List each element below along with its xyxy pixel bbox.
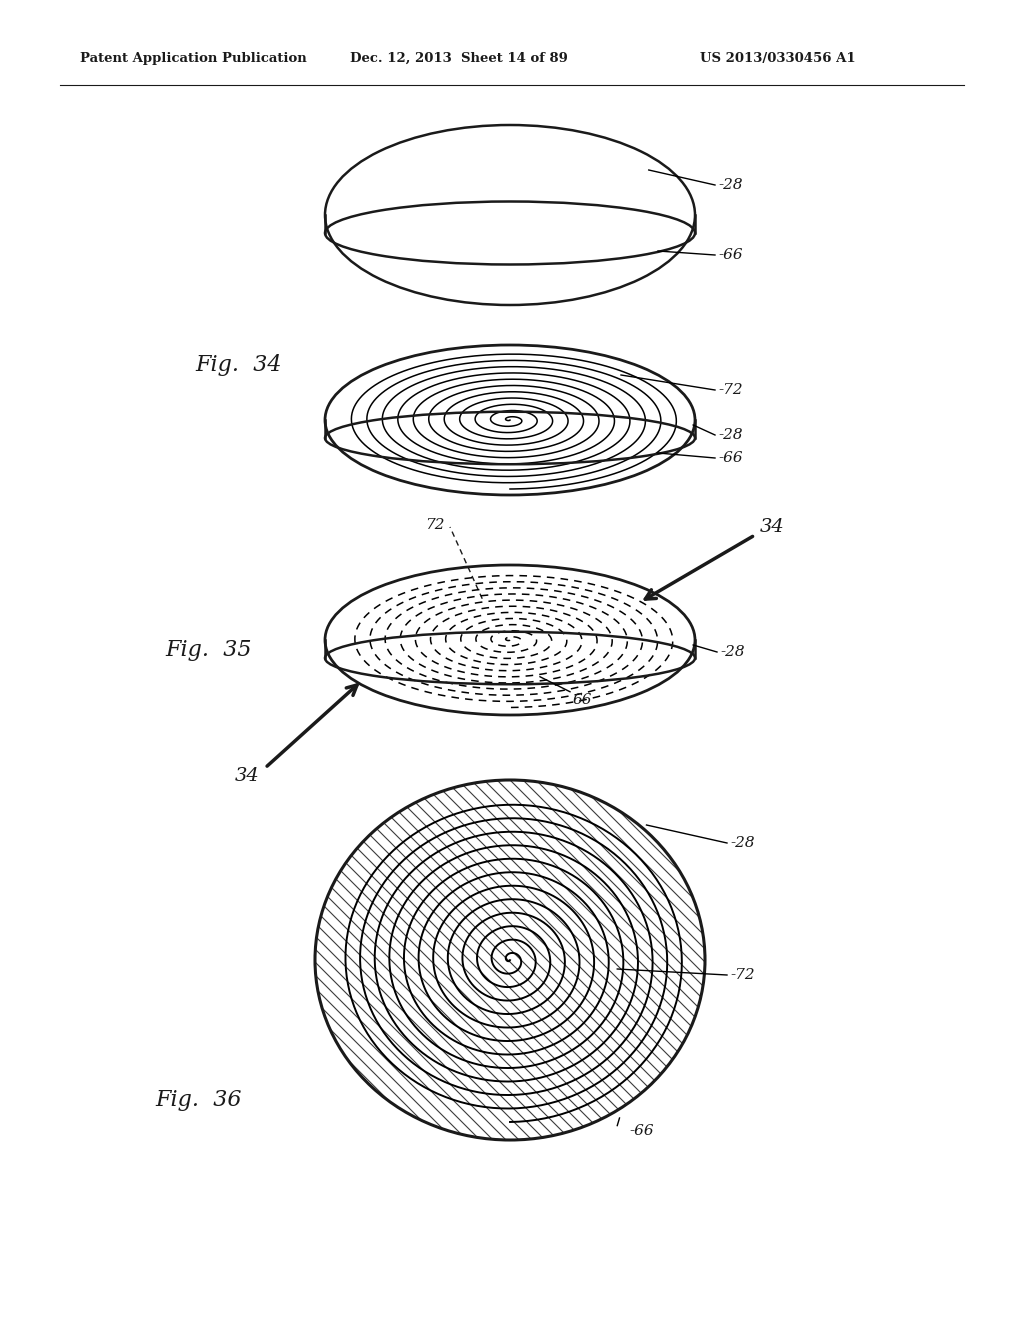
- Text: -66: -66: [630, 1125, 654, 1138]
- Text: -28: -28: [718, 428, 742, 442]
- Text: Fig.  36: Fig. 36: [155, 1089, 242, 1111]
- Text: -72: -72: [718, 383, 742, 397]
- Text: -66: -66: [718, 248, 742, 261]
- Text: 34: 34: [760, 517, 784, 536]
- Text: -28: -28: [718, 178, 742, 191]
- Text: -66: -66: [718, 451, 742, 465]
- Text: Patent Application Publication: Patent Application Publication: [80, 51, 307, 65]
- Text: 34: 34: [236, 767, 260, 785]
- Text: US 2013/0330456 A1: US 2013/0330456 A1: [700, 51, 856, 65]
- Text: Dec. 12, 2013  Sheet 14 of 89: Dec. 12, 2013 Sheet 14 of 89: [350, 51, 568, 65]
- Text: 66: 66: [573, 693, 593, 706]
- Text: 72: 72: [426, 517, 445, 532]
- Text: -72: -72: [730, 968, 755, 982]
- Text: Fig.  35: Fig. 35: [165, 639, 252, 661]
- Text: -28: -28: [720, 645, 744, 659]
- Text: Fig.  34: Fig. 34: [195, 354, 282, 376]
- Text: -28: -28: [730, 836, 755, 850]
